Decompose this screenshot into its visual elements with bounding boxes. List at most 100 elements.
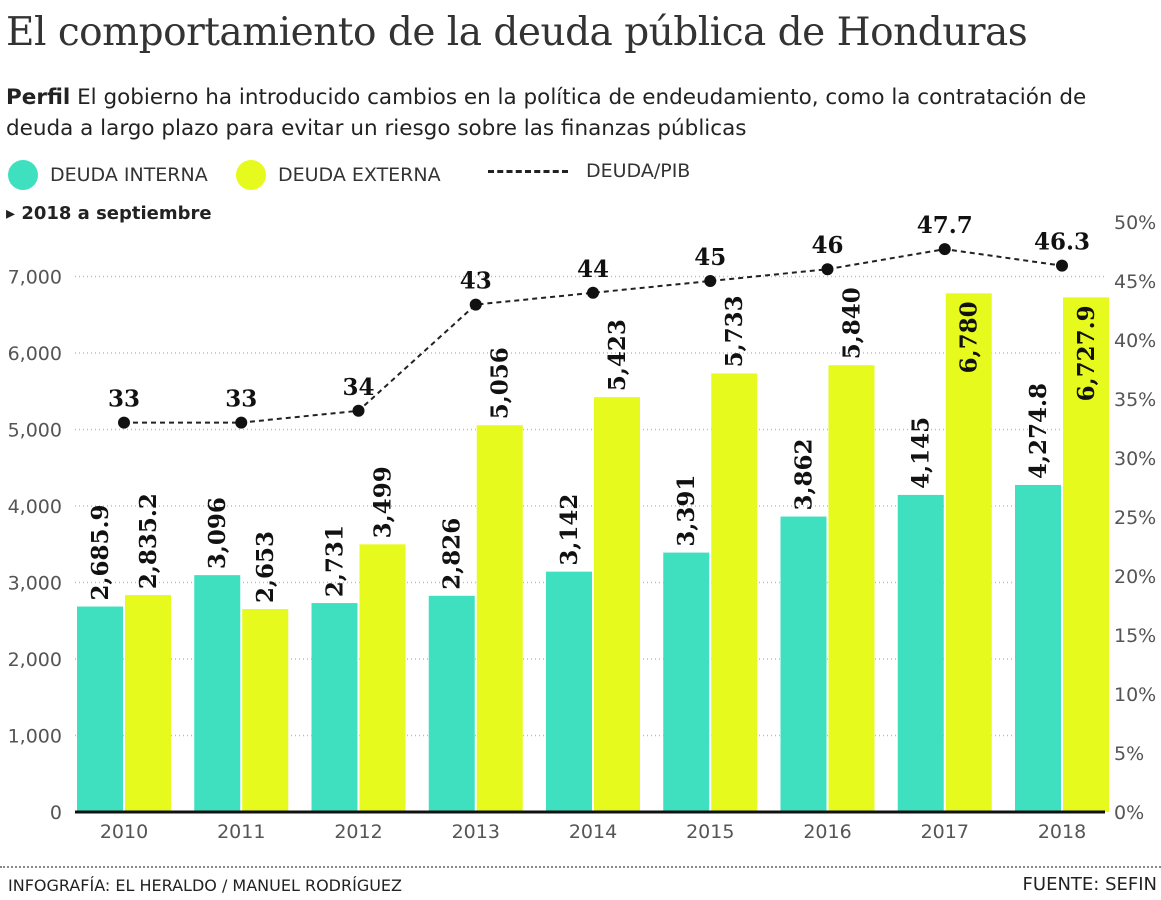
y-right-tick: 5%	[1114, 743, 1144, 765]
y-right-tick: 25%	[1114, 507, 1156, 529]
y-left-tick: 3,000	[8, 573, 62, 595]
bar-externa-2018	[1063, 297, 1109, 812]
subtitle-lead: Perfil	[6, 85, 71, 110]
bar-externa-2011	[242, 609, 289, 812]
x-tick-label: 2012	[334, 821, 382, 843]
bar-label: 6,727.9	[1073, 305, 1100, 401]
deuda-pib-label: 47.7	[917, 212, 973, 239]
legend-interna: DEUDA INTERNA	[8, 160, 208, 190]
deuda-pib-point-2011	[235, 416, 248, 429]
y-right-tick: 45%	[1114, 271, 1156, 293]
bar-interna-2010	[77, 606, 123, 812]
x-tick-label: 2016	[803, 821, 851, 843]
bar-label: 2,685.9	[87, 504, 114, 600]
bar-label: 5,423	[604, 319, 631, 391]
x-tick-label: 2014	[569, 821, 617, 843]
note: ▸ 2018 a septiembre	[6, 203, 212, 224]
bar-label: 3,499	[370, 466, 397, 538]
y-left-tick: 5,000	[8, 420, 62, 442]
deuda-pib-point-2018	[1056, 259, 1068, 272]
deuda-pib-point-2012	[352, 404, 365, 417]
note-text: 2018 a septiembre	[21, 203, 212, 224]
legend-deuda-pib: DEUDA/PIB	[488, 160, 690, 182]
y-right-tick: 30%	[1114, 448, 1156, 470]
deuda-pib-point-2010	[118, 416, 130, 429]
deuda-pib-point-2014	[587, 286, 599, 299]
bar-label: 3,142	[556, 494, 583, 566]
deuda-pib-point-2015	[704, 275, 717, 287]
x-tick-label: 2018	[1038, 821, 1086, 843]
deuda-pib-point-2017	[938, 243, 951, 256]
bar-label: 3,096	[204, 497, 231, 569]
deuda-pib-point-2013	[469, 298, 482, 311]
deuda-pib-label: 33	[108, 386, 140, 413]
source: FUENTE: SEFIN	[1022, 874, 1157, 895]
deuda-pib-label: 34	[342, 374, 374, 401]
bar-interna-2011	[194, 575, 241, 812]
bar-label: 5,056	[487, 347, 514, 419]
legend-label-pib: DEUDA/PIB	[586, 160, 691, 182]
x-tick-label: 2017	[921, 821, 969, 843]
deuda-pib-label: 46	[811, 232, 843, 259]
deuda-pib-label: 33	[225, 386, 257, 413]
y-left-tick: 4,000	[8, 496, 62, 518]
y-right-tick: 20%	[1114, 566, 1156, 588]
y-right-tick: 40%	[1114, 330, 1156, 352]
y-left-tick: 0	[50, 802, 62, 824]
y-left-tick: 2,000	[8, 649, 62, 671]
legend-swatch-interna	[8, 160, 38, 190]
y-right-tick: 0%	[1114, 802, 1144, 824]
bar-label: 5,840	[839, 287, 866, 359]
credit: INFOGRAFÍA: EL HERALDO / MANUEL RODRÍGUE…	[8, 876, 402, 895]
y-right-tick: 35%	[1114, 389, 1156, 411]
bar-label: 3,862	[791, 439, 818, 511]
y-left-tick: 1,000	[8, 726, 62, 748]
legend-externa: DEUDA EXTERNA	[236, 160, 441, 190]
deuda-pib-label: 43	[460, 268, 492, 295]
chart-title: El comportamiento de la deuda pública de…	[6, 10, 1028, 55]
bar-interna-2016	[780, 516, 827, 812]
chart-subtitle: Perfil El gobierno ha introducido cambio…	[6, 82, 1156, 144]
bar-label: 6,780	[956, 301, 983, 373]
bar-interna-2014	[546, 571, 592, 812]
bar-externa-2012	[359, 544, 406, 812]
bar-label: 2,826	[439, 518, 466, 590]
deuda-pib-label: 44	[577, 256, 609, 283]
deuda-pib-label: 46.3	[1034, 229, 1090, 256]
bar-interna-2015	[663, 552, 710, 812]
legend-label-interna: DEUDA INTERNA	[50, 164, 208, 186]
bar-externa-2016	[828, 365, 875, 812]
x-tick-label: 2010	[100, 821, 148, 843]
x-tick-label: 2013	[452, 821, 500, 843]
bar-label: 4,145	[908, 417, 935, 489]
y-right-tick: 10%	[1114, 684, 1156, 706]
bar-label: 4,274.8	[1025, 383, 1052, 479]
bar-interna-2018	[1015, 484, 1061, 812]
bar-interna-2017	[897, 494, 944, 812]
y-right-tick: 15%	[1114, 625, 1156, 647]
y-left-tick: 6,000	[8, 343, 62, 365]
bar-externa-2017	[945, 293, 992, 813]
legend-label-externa: DEUDA EXTERNA	[278, 164, 441, 186]
x-tick-label: 2011	[217, 821, 265, 843]
bar-label: 2,653	[252, 531, 279, 603]
bar-interna-2012	[311, 603, 358, 812]
legend-swatch-externa	[236, 160, 266, 190]
bar-externa-2015	[711, 373, 758, 812]
bar-interna-2013	[428, 595, 475, 812]
legend-dash-line	[488, 169, 568, 173]
bar-label: 2,835.2	[135, 493, 162, 589]
y-right-tick: 50%	[1114, 212, 1156, 234]
subtitle-text: El gobierno ha introducido cambios en la…	[6, 85, 1087, 141]
y-left-tick: 7,000	[8, 267, 62, 289]
bar-label: 5,733	[721, 295, 748, 367]
footer-divider	[0, 866, 1161, 868]
x-tick-label: 2015	[686, 821, 734, 843]
deuda-pib-label: 45	[694, 244, 726, 271]
deuda-pib-point-2016	[821, 263, 834, 276]
deuda-pib-line	[124, 248, 1063, 424]
bar-label: 2,731	[322, 525, 349, 597]
bar-externa-2014	[594, 397, 640, 812]
